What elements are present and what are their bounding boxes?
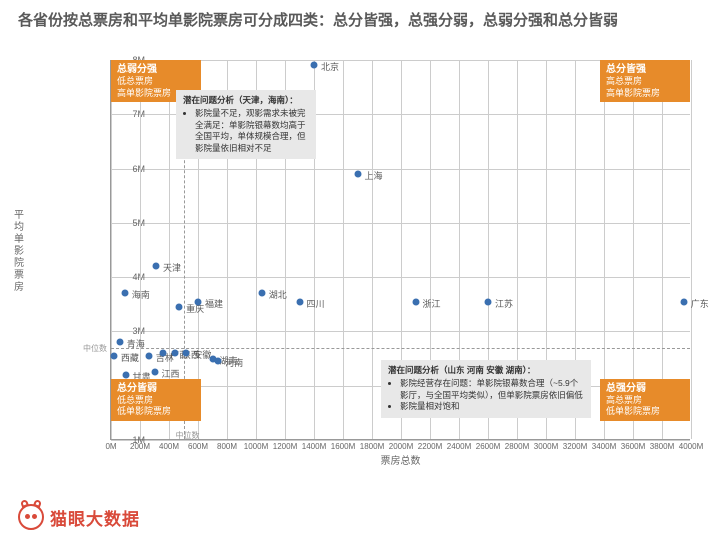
- data-point: [116, 339, 123, 346]
- data-point-label: 青海: [127, 337, 145, 350]
- data-point: [296, 298, 303, 305]
- data-point-label: 北京: [321, 60, 339, 73]
- x-tick: 2000M: [389, 442, 413, 451]
- x-tick: 3200M: [563, 442, 587, 451]
- data-point-label: 浙江: [423, 297, 441, 310]
- x-tick: 2200M: [418, 442, 442, 451]
- x-tick: 600M: [188, 442, 208, 451]
- data-point-label: 上海: [365, 169, 383, 182]
- x-tick: 3800M: [650, 442, 674, 451]
- data-point: [354, 171, 361, 178]
- data-point: [176, 304, 183, 311]
- data-point: [680, 298, 687, 305]
- y-tick: 7M: [132, 109, 145, 119]
- x-tick: 0M: [105, 442, 116, 451]
- data-point: [122, 371, 129, 378]
- annotation-box: 潜在问题分析（天津，海南）：影院量不足，观影需求未被完全满足：单影院银幕数均高于…: [176, 90, 316, 159]
- x-tick: 3600M: [621, 442, 645, 451]
- x-tick: 800M: [217, 442, 237, 451]
- y-tick: 6M: [132, 164, 145, 174]
- chart-title: 各省份按总票房和平均单影院票房可分成四类：总分皆强，总强分弱，总弱分强和总分皆弱: [0, 0, 720, 37]
- data-point: [160, 350, 167, 357]
- y-tick: 4M: [132, 272, 145, 282]
- x-tick: 2800M: [505, 442, 529, 451]
- data-point: [183, 350, 190, 357]
- annotation-box: 潜在问题分析（山东 河南 安徽 湖南）：影院经营存在问题：单影院银幕数合理（~5…: [381, 360, 591, 418]
- y-tick: 5M: [132, 218, 145, 228]
- quadrant-label-bl: 总分皆弱低总票房低单影院票房: [111, 379, 201, 421]
- data-point-label: 广东: [691, 297, 709, 310]
- data-point-label: 天津: [163, 261, 181, 274]
- brand-logo: 猫眼大数据: [18, 504, 140, 530]
- logo-text: 猫眼大数据: [50, 505, 140, 530]
- data-point: [151, 369, 158, 376]
- data-point: [215, 358, 222, 365]
- data-point: [121, 290, 128, 297]
- median-label-y: 中位数: [83, 343, 107, 354]
- x-tick: 1400M: [302, 442, 326, 451]
- x-tick: 1600M: [331, 442, 355, 451]
- y-tick: 3M: [132, 326, 145, 336]
- data-point: [152, 263, 159, 270]
- x-axis-label: 票房总数: [381, 452, 421, 467]
- quadrant-label-tr: 总分皆强高总票房高单影院票房: [600, 60, 690, 102]
- x-tick: 2600M: [476, 442, 500, 451]
- y-axis-label: 平均单影院票房: [14, 210, 26, 294]
- x-tick: 2400M: [447, 442, 471, 451]
- data-point-label: 海南: [132, 288, 150, 301]
- data-point: [311, 62, 318, 69]
- data-point: [110, 352, 117, 359]
- x-tick: 200M: [130, 442, 150, 451]
- x-tick: 3000M: [534, 442, 558, 451]
- plot-area: 票房总数 1M2M3M4M5M6M7M8M0M200M400M600M800M1…: [110, 60, 690, 440]
- data-point-label: 福建: [205, 297, 223, 310]
- median-label-x: 中位数: [176, 430, 200, 441]
- scatter-chart: 平均单影院票房 票房总数 1M2M3M4M5M6M7M8M0M200M400M6…: [70, 60, 690, 460]
- data-point-label: 西藏: [121, 351, 139, 364]
- cat-icon: [18, 504, 44, 530]
- data-point: [485, 298, 492, 305]
- data-point: [145, 352, 152, 359]
- data-point: [195, 298, 202, 305]
- x-tick: 1800M: [360, 442, 384, 451]
- x-tick: 4000M: [679, 442, 703, 451]
- data-point-label: 河南: [225, 356, 243, 369]
- data-point-label: 湖北: [269, 288, 287, 301]
- x-tick: 1200M: [273, 442, 297, 451]
- data-point: [171, 350, 178, 357]
- data-point-label: 四川: [307, 297, 325, 310]
- data-point: [258, 290, 265, 297]
- x-tick: 1000M: [244, 442, 268, 451]
- data-point: [412, 298, 419, 305]
- x-tick: 3400M: [592, 442, 616, 451]
- quadrant-label-br: 总强分弱高总票房低单影院票房: [600, 379, 690, 421]
- data-point-label: 江苏: [495, 297, 513, 310]
- x-tick: 400M: [159, 442, 179, 451]
